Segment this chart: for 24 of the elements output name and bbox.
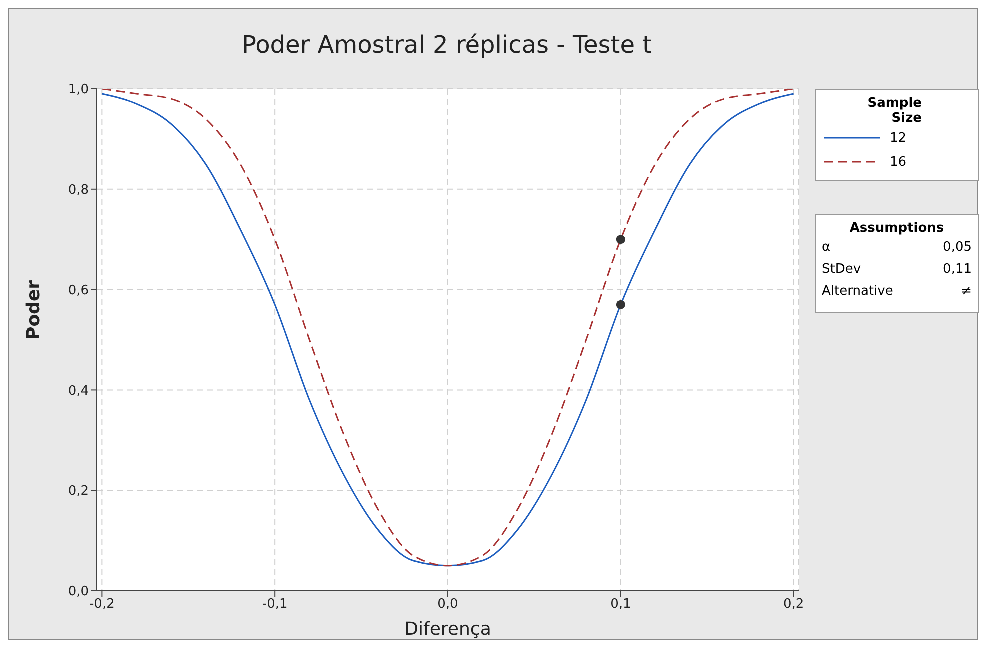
- y-tick-label: 1,0: [68, 82, 89, 98]
- text: ≠: [961, 284, 972, 301]
- text: Assumptions: [848, 221, 946, 236]
- y-tick-label: 0,0: [68, 584, 89, 600]
- y-tick-label: 0,2: [68, 484, 89, 500]
- x-tick-label: -0,2: [90, 597, 115, 612]
- x-axis-title: Diferença: [404, 619, 492, 640]
- legend-label: 12: [890, 130, 907, 146]
- text: Alternative: [822, 284, 894, 301]
- text: 0,05: [943, 240, 972, 257]
- text: StDev: [822, 262, 862, 279]
- y-tick-label: 0,6: [68, 283, 89, 298]
- y-axis-title: Poder: [23, 280, 44, 340]
- legend-title: Sample Size: [866, 96, 922, 126]
- x-tick-label: -0,1: [262, 597, 288, 612]
- text: 0,11: [943, 262, 972, 279]
- x-tick-label: 0,2: [783, 597, 804, 612]
- chart-title: Poder Amostral 2 réplicas - Teste t: [240, 31, 654, 59]
- x-tick-label: 0,0: [438, 597, 458, 612]
- y-tick-label: 0,4: [68, 384, 89, 399]
- legend-label: 16: [890, 154, 907, 170]
- text: α: [822, 240, 831, 257]
- x-tick-label: 0,1: [610, 597, 632, 612]
- y-tick-label: 0,8: [68, 183, 89, 198]
